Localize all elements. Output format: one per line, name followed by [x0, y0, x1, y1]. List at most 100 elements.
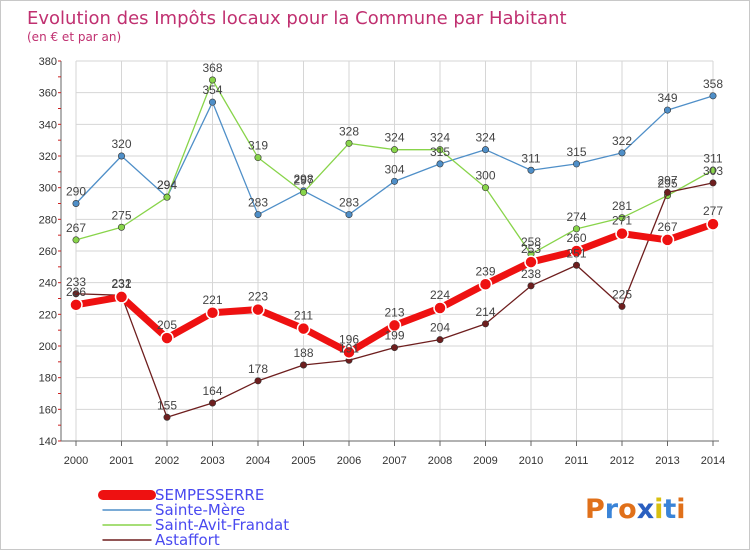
data-label: 253: [521, 242, 541, 256]
x-tick-label: 2010: [519, 455, 543, 467]
data-label: 239: [475, 264, 495, 278]
data-label: 297: [657, 173, 677, 187]
data-label: 315: [566, 145, 586, 159]
data-label: 204: [430, 321, 450, 335]
proxiti-logo: Proxiti: [585, 494, 686, 525]
data-label: 155: [157, 398, 177, 412]
legend-label: Astaffort: [155, 531, 220, 549]
data-point: [481, 146, 489, 154]
data-point: [660, 233, 675, 247]
data-label: 275: [111, 208, 131, 222]
chart-subtitle: (en € et par an): [27, 30, 121, 44]
y-tick-label: 240: [39, 278, 57, 290]
data-point: [296, 321, 311, 336]
data-label: 319: [248, 139, 268, 153]
data-label: 283: [339, 196, 359, 210]
data-label: 196: [339, 332, 359, 346]
y-tick-label: 140: [39, 436, 57, 448]
y-tick-label: 160: [39, 404, 57, 416]
data-label: 232: [111, 276, 131, 290]
data-label: 214: [475, 305, 495, 319]
data-label: 233: [66, 275, 86, 289]
data-point: [163, 413, 171, 421]
data-label: 303: [703, 164, 723, 178]
data-label: 281: [612, 199, 632, 213]
data-point: [478, 277, 493, 291]
data-point: [209, 76, 217, 84]
y-tick-label: 300: [39, 183, 57, 195]
grid: [75, 60, 714, 442]
data-label: 295: [657, 177, 677, 191]
data-point: [299, 188, 307, 196]
data-point: [205, 306, 220, 320]
data-point: [572, 160, 580, 168]
data-label: 320: [111, 137, 131, 151]
data-point: [72, 236, 80, 244]
logo-letter: r: [605, 494, 619, 525]
x-tick-label: 2011: [565, 455, 589, 467]
data-point: [436, 146, 444, 154]
data-point: [481, 320, 489, 328]
logo-letter: o: [618, 494, 637, 525]
data-label: 188: [293, 346, 313, 360]
data-label: 226: [66, 285, 86, 299]
data-label: 328: [339, 124, 359, 138]
data-label: 294: [157, 178, 177, 192]
data-label: 315: [430, 145, 450, 159]
data-point: [390, 344, 398, 352]
data-point: [615, 226, 629, 241]
data-label: 324: [384, 131, 404, 145]
data-label: 223: [248, 290, 268, 304]
y-tick-label: 180: [39, 373, 57, 385]
data-point: [527, 282, 535, 290]
logo-text: Proxiti: [585, 494, 686, 525]
data-point: [436, 160, 444, 168]
data-label: 178: [248, 362, 268, 376]
logo-letter: t: [663, 494, 676, 525]
data-point: [209, 399, 217, 407]
data-label: 297: [293, 173, 313, 187]
data-label: 164: [202, 384, 222, 398]
data-label: 213: [384, 305, 404, 319]
y-tick-label: 340: [39, 119, 57, 131]
data-point: [663, 188, 671, 196]
data-point: [709, 166, 717, 174]
x-tick-label: 2006: [337, 455, 361, 467]
logo-letter: x: [637, 494, 654, 525]
data-point: [706, 217, 720, 231]
data-point: [436, 336, 444, 344]
y-tick-label: 380: [39, 56, 57, 68]
data-point: [254, 211, 262, 219]
x-tick-label: 2002: [155, 455, 179, 467]
axes: 140 160 180 200 220 240 260 280 300 320 340 360 380 2…: [39, 56, 726, 467]
data-point: [345, 211, 353, 219]
data-point: [342, 345, 356, 360]
data-point: [709, 179, 717, 187]
data-label: 258: [521, 235, 541, 249]
y-tick-label: 220: [39, 309, 57, 321]
data-label: 300: [475, 169, 495, 183]
data-point: [481, 184, 489, 192]
data-label: 322: [612, 134, 632, 148]
data-point: [118, 223, 126, 231]
data-label: 271: [612, 214, 632, 228]
x-tick-label: 2013: [655, 455, 679, 467]
data-label: 324: [430, 131, 450, 145]
data-point: [527, 166, 535, 174]
data-point: [524, 255, 538, 269]
data-label: 267: [66, 221, 86, 235]
x-tick-label: 2007: [382, 455, 406, 467]
data-point: [618, 214, 626, 222]
data-label: 358: [703, 77, 723, 91]
data-label: 354: [202, 83, 222, 97]
data-point: [118, 152, 126, 160]
data-label: 231: [111, 277, 131, 291]
data-point: [390, 146, 398, 154]
x-tick-label: 2003: [200, 455, 224, 467]
data-point: [209, 98, 217, 106]
data-point: [663, 106, 671, 114]
data-point: [572, 225, 580, 233]
data-point: [72, 290, 80, 298]
data-point: [254, 377, 262, 385]
